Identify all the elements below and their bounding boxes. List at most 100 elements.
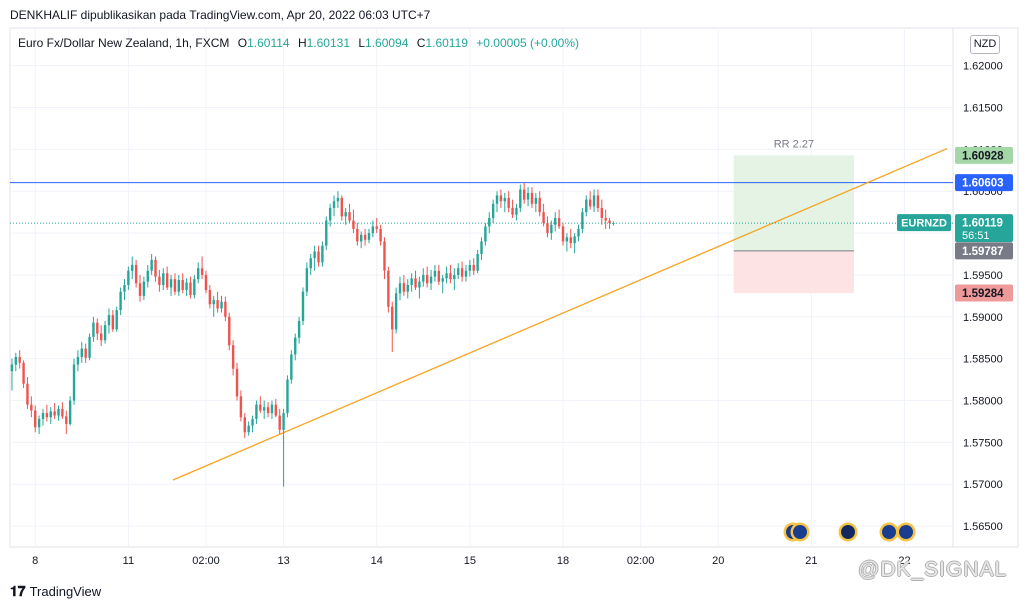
candle-body [410, 278, 413, 285]
x-tick-label: 15 [464, 555, 476, 567]
candle-body [305, 268, 309, 292]
candle-body [371, 226, 375, 234]
candle-body [274, 404, 278, 416]
change-value: +0.00005 (+0.00%) [476, 36, 580, 50]
x-tick-label: 21 [805, 555, 817, 567]
candle-body [200, 268, 204, 275]
candle-body [317, 251, 320, 263]
price-axis-label: 1.60928 [962, 150, 1004, 162]
candle-body [84, 348, 87, 358]
candle-body [592, 195, 596, 207]
candle-body [600, 207, 604, 219]
candle-body [441, 278, 444, 282]
candle-body [49, 411, 52, 418]
candle-body [193, 279, 196, 296]
candle-body [476, 254, 479, 271]
candle-body [363, 234, 367, 240]
price-axis-label: 1.60119 [962, 218, 1003, 230]
x-tick-label: 02:00 [192, 555, 220, 567]
candle-body [169, 279, 173, 288]
symbol-tag: EURNZD [901, 218, 947, 230]
x-tick-label: 14 [371, 555, 383, 567]
x-tick-label: 02:00 [627, 555, 655, 567]
candle-body [88, 336, 91, 358]
price-axis-label: 1.60603 [962, 178, 1004, 190]
candle-body [596, 195, 600, 208]
event-flag-icon [793, 525, 807, 539]
symbol-tag-box [897, 214, 951, 232]
risk-reward-label: RR 2.27 [774, 138, 814, 150]
x-tick-label: 22 [898, 555, 910, 567]
price-axis-label: 1.59284 [962, 288, 1004, 300]
candle-body [239, 396, 243, 418]
candle-body [387, 270, 390, 307]
candle-body [158, 276, 161, 285]
candle-body [231, 345, 235, 369]
candle-body [495, 195, 499, 204]
currency-button[interactable]: NZD [970, 35, 1000, 54]
event-flag-icon [882, 525, 896, 539]
low-value: 1.60094 [365, 36, 409, 50]
candle-body [457, 268, 460, 275]
candle-body [445, 273, 448, 279]
candle-body [561, 226, 565, 242]
candle-body [585, 199, 588, 213]
candle-body [235, 368, 239, 397]
price-axis-label-box [955, 284, 1013, 302]
candle-body [294, 337, 297, 355]
candle-body [530, 192, 534, 204]
y-tick-label: 1.56500 [963, 521, 1003, 533]
x-tick-label: 13 [277, 555, 289, 567]
candle-body [480, 241, 483, 255]
price-axis-label: 1.59787 [962, 246, 1004, 258]
candle-body [123, 284, 126, 292]
high-value: 1.60131 [306, 36, 350, 50]
candle-body [453, 274, 456, 280]
candle-body [604, 218, 607, 221]
candle-body [321, 245, 324, 263]
candle-body [526, 192, 530, 200]
candle-body [262, 407, 266, 411]
candle-body [356, 228, 359, 242]
candle-body [325, 220, 328, 246]
candle-body [243, 417, 246, 433]
x-tick-label: 8 [32, 555, 38, 567]
candle-body [251, 418, 254, 426]
candle-body [99, 333, 103, 341]
candle-body [515, 207, 518, 215]
price-axis-label-box [955, 146, 1013, 164]
candle-body [286, 379, 289, 414]
candle-body [76, 356, 80, 365]
candle-body [391, 306, 394, 330]
candle-body [491, 203, 495, 219]
candle-body [18, 356, 21, 363]
y-tick-label: 1.59000 [963, 312, 1003, 324]
candle-body [185, 282, 188, 291]
candle-body [34, 410, 37, 428]
y-tick-label: 1.58000 [963, 396, 1003, 408]
candle-body [581, 212, 584, 229]
candle-body [259, 404, 262, 411]
tradingview-logo[interactable]: 𝟏𝟕 TradingView [10, 583, 101, 600]
high-label: H [297, 36, 307, 50]
close-value: 1.60119 [425, 36, 468, 50]
candle-body [22, 362, 25, 384]
candle-body [398, 283, 402, 294]
candle-body [228, 316, 231, 346]
candle-body [577, 228, 580, 237]
candle-body [313, 251, 316, 259]
candle-body [557, 218, 561, 227]
x-tick-label: 18 [557, 555, 569, 567]
candle-body [503, 197, 506, 202]
candle-body [344, 212, 347, 217]
candle-body [340, 197, 343, 217]
candle-body [177, 279, 181, 292]
candle-body [37, 418, 41, 428]
candle-body [414, 278, 417, 288]
candle-body [290, 354, 293, 380]
y-tick-label: 1.62000 [963, 61, 1003, 73]
candle-body [127, 270, 130, 285]
candle-body [608, 220, 611, 224]
candle-body [383, 241, 386, 271]
